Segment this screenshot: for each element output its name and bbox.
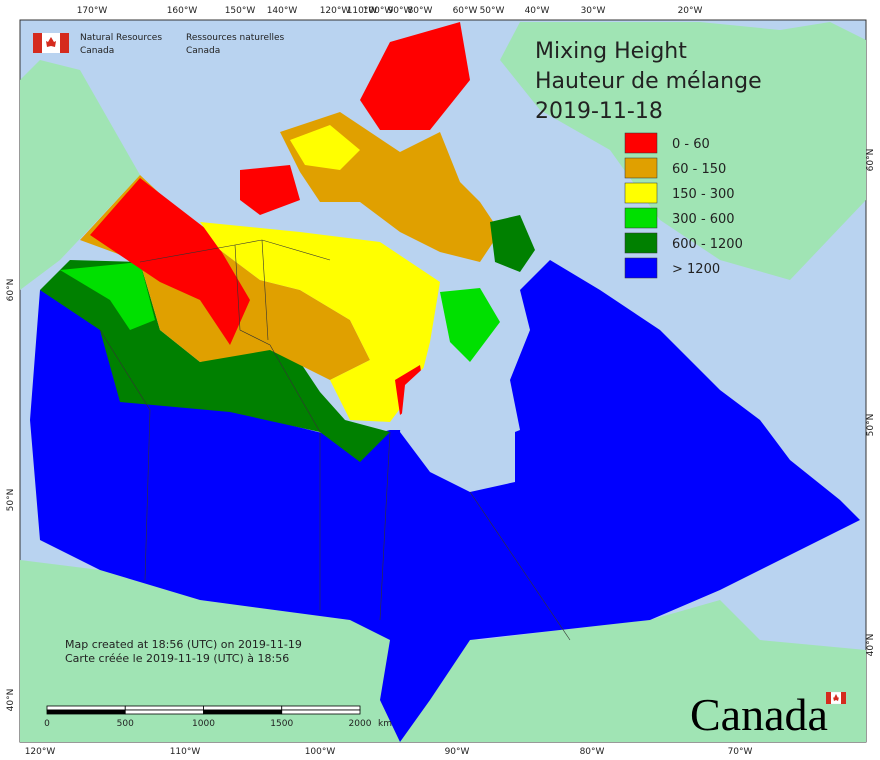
mixing-height-zones — [30, 22, 860, 742]
org-en: Canada — [80, 46, 114, 56]
graticule-label: 40°N — [6, 689, 16, 712]
graticule-label: 100°W — [305, 747, 336, 757]
graticule-label: 120°W — [320, 6, 351, 16]
graticule-label: 160°W — [167, 6, 198, 16]
scale-segment — [281, 709, 361, 715]
graticule-label: 50°W — [480, 6, 505, 16]
title: Mixing Height — [535, 39, 687, 64]
canada-flag — [825, 691, 847, 705]
graticule-label: 100°W — [363, 6, 394, 16]
scale-segment — [46, 705, 126, 711]
credit: Carte créée le 2019-11-19 (UTC) à 18:56 — [65, 652, 289, 665]
scale-segment — [203, 709, 283, 715]
graticule-label: 140°W — [267, 6, 298, 16]
graticule-label: 40°N — [866, 634, 876, 657]
graticule-label: 90°W — [388, 6, 413, 16]
legend-swatch — [624, 157, 658, 179]
scale-segment — [124, 705, 204, 711]
graticule-label: 80°W — [408, 6, 433, 16]
legend-swatch — [624, 132, 658, 154]
graticule-label: 120°W — [25, 747, 56, 757]
graticule-label: 70°W — [728, 747, 753, 757]
date: 2019-11-18 — [535, 99, 663, 124]
graticule-label: 30°W — [581, 6, 606, 16]
graticule-label: 40°W — [525, 6, 550, 16]
title: Hauteur de mélange — [535, 69, 762, 94]
legend-label: 600 - 1200 — [672, 237, 743, 252]
graticule-label: 90°W — [445, 747, 470, 757]
legend-swatch — [624, 232, 658, 254]
graticule-label: 50°N — [866, 414, 876, 437]
legend-swatch — [624, 182, 658, 204]
legend-swatch — [624, 257, 658, 279]
scale-label: 1000 — [192, 719, 215, 729]
scale-unit: km — [378, 719, 392, 729]
scale-label: 2000 — [349, 719, 372, 729]
scale-label: 1500 — [270, 719, 293, 729]
legend-label: 0 - 60 — [672, 137, 710, 152]
graticule-label: 60°W — [453, 6, 478, 16]
graticule-label: 150°W — [225, 6, 256, 16]
graticule-label: 170°W — [77, 6, 108, 16]
graticule-label: 20°W — [678, 6, 703, 16]
graticule-label: 50°N — [6, 489, 16, 512]
legend-label: 150 - 300 — [672, 187, 735, 202]
scale-label: 0 — [44, 719, 50, 729]
scale-segment — [46, 709, 126, 715]
graticule-label: 110°W — [347, 6, 378, 16]
graticule-label: 110°W — [170, 747, 201, 757]
scale-segment — [281, 705, 361, 711]
nrcan-flag — [33, 33, 69, 53]
province-borders — [99, 239, 571, 641]
graticule-label: 60°N — [6, 279, 16, 302]
wordmark: Canada — [690, 689, 828, 740]
org-fr: Ressources naturelles — [186, 33, 285, 43]
legend-swatch — [624, 207, 658, 229]
scale-segment — [203, 705, 283, 711]
legend-label: 60 - 150 — [672, 162, 726, 177]
graticule-label: 60°N — [866, 149, 876, 172]
graticule-label: 80°W — [580, 747, 605, 757]
org-fr: Canada — [186, 46, 220, 56]
scale-segment — [124, 709, 204, 715]
legend-label: > 1200 — [672, 262, 720, 277]
org-en: Natural Resources — [80, 33, 162, 43]
scale-label: 500 — [117, 719, 134, 729]
legend-label: 300 - 600 — [672, 212, 735, 227]
credit: Map created at 18:56 (UTC) on 2019-11-19 — [65, 638, 302, 651]
